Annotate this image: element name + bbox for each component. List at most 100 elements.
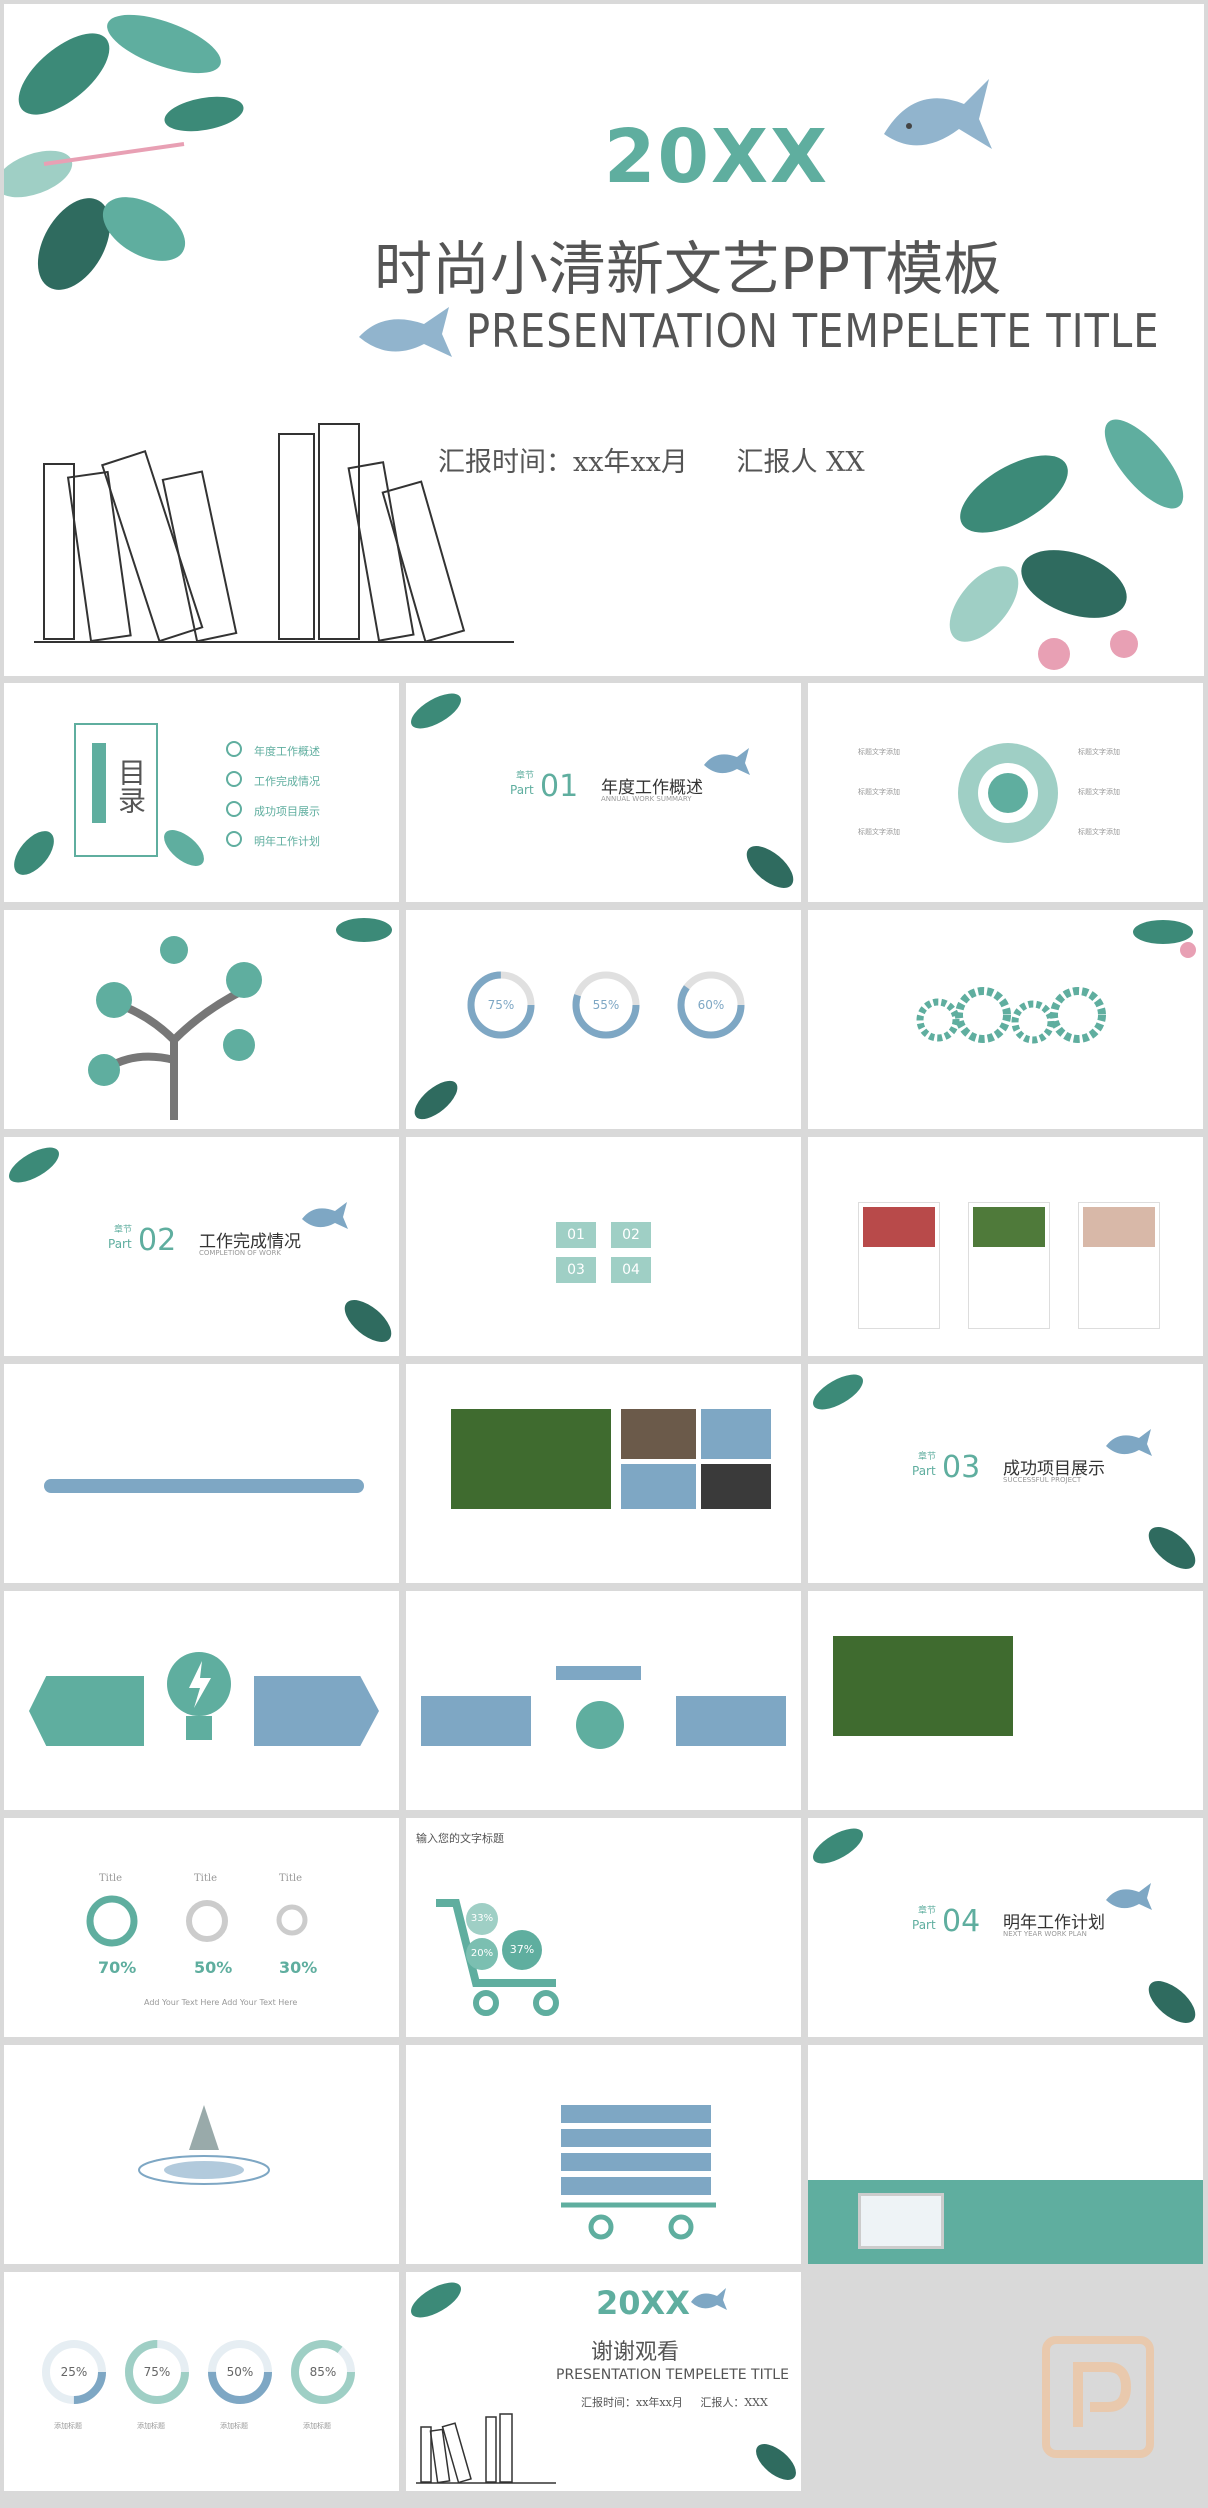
leaf-corner-icon [1148, 1981, 1196, 2023]
bulb-icon [167, 1652, 231, 1740]
arrow-block-04: 04 [611, 1257, 651, 1283]
text-block: 标题文字添加 [1078, 828, 1120, 836]
ring-3-label: 60% [697, 998, 725, 1012]
bar-3-title: Title [279, 1873, 303, 1884]
footer-ring-2 [125, 2340, 189, 2404]
add-text: Add Your Text Here Add Your Text Here [144, 1998, 298, 2007]
toc-item-2[interactable]: 工作完成情况 [254, 775, 320, 788]
slide-rings[interactable]: 75% 55% 60% [406, 910, 801, 1129]
cart-pct-3: 37% [502, 1930, 542, 1970]
thanks-time: 汇报时间：xx年xx月 [581, 2396, 683, 2409]
hero-slide[interactable]: 20XX 时尚小清新文艺PPT模板 PRESENTATION TEMPELETE… [4, 4, 1204, 676]
fish-icon [884, 79, 992, 149]
slide-tree[interactable] [4, 910, 399, 1129]
leaf-corner-icon [411, 693, 461, 729]
photo-small-1 [621, 1409, 696, 1459]
leaf-corner-icon [746, 846, 794, 888]
cart-title: 输入您的文字标题 [416, 1832, 504, 1845]
hero-subtitle: PRESENTATION TEMPELETE TITLE [466, 305, 1160, 359]
slide-cards[interactable] [808, 1137, 1203, 1356]
thanks-title: 谢谢观看 [591, 2340, 680, 2365]
report-time: 汇报时间：xx年xx月 [438, 447, 688, 478]
gears-icon [916, 987, 1106, 1044]
flow-center-circle [576, 1701, 624, 1749]
ring-2-label: 55% [592, 998, 620, 1012]
photo-small-4 [701, 1464, 771, 1509]
section-part: Part [510, 783, 534, 797]
slide-timeline[interactable] [4, 1364, 399, 1583]
slide-drop[interactable] [4, 2045, 399, 2264]
list-bar-1 [561, 2105, 711, 2123]
text-block: 标题文字添加 [858, 748, 900, 756]
bar-2-title: Title [194, 1873, 218, 1884]
section-label: 章节 [114, 1225, 133, 1235]
water-drop-icon [138, 2105, 270, 2185]
leaf-corner-icon [344, 1300, 392, 1342]
logo-area [808, 2272, 1203, 2491]
footer-ring-2-label: 75% [143, 2365, 171, 2379]
card-3 [1078, 1202, 1160, 1329]
left-arrow-box [29, 1676, 144, 1746]
slide-section-02[interactable]: 章节 Part 02 工作完成情况 COMPLETION OF WORK [4, 1137, 399, 1356]
leaf-icon [14, 831, 54, 875]
leaves-bottom-right-icon [949, 419, 1184, 670]
toc-item-4[interactable]: 明年工作计划 [254, 835, 320, 848]
toc-frame [74, 723, 158, 857]
bar-3-pct: 30% [279, 1958, 318, 1977]
ring-1-label: 75% [487, 998, 515, 1012]
toc-item-1[interactable]: 年度工作概述 [254, 745, 320, 758]
footer-ring-4 [291, 2340, 355, 2404]
arrow-block-03: 03 [556, 1257, 596, 1283]
section-num: 04 [942, 1904, 981, 1939]
reporter: 汇报人 XX [736, 447, 865, 478]
footer-ring-4-label: 85% [309, 2365, 337, 2379]
leaf-corner-icon [756, 2444, 796, 2480]
thanks-subtitle: PRESENTATION TEMPELETE TITLE [556, 2367, 789, 2383]
fish-icon [302, 1202, 348, 1229]
list-bar-3 [561, 2153, 711, 2171]
slide-flow[interactable] [406, 1591, 801, 1810]
list-bar-2 [561, 2129, 711, 2147]
photo-small-3 [621, 1464, 696, 1509]
leaf-corner-icon [813, 1374, 863, 1410]
section-part: Part [108, 1237, 132, 1251]
slide-section-04[interactable]: 章节 Part 04 明年工作计划 NEXT YEAR WORK PLAN [808, 1818, 1203, 2037]
footer-ring-3 [208, 2340, 272, 2404]
slide-photo-text[interactable] [808, 1591, 1203, 1810]
slide-laptop[interactable] [808, 2045, 1203, 2264]
section-title: 年度工作概述 [601, 778, 703, 798]
slide-toc[interactable]: 目录 年度工作概述 工作完成情况 成功项目展示 明年工作计划 [4, 683, 399, 902]
right-arrow-box [254, 1676, 379, 1746]
slide-footer-rings[interactable]: 25% 75% 50% 85% 添加标题 添加标题 添加标题 添加标题 [4, 2272, 399, 2491]
leaf-corner-icon [1133, 920, 1196, 958]
slide-thanks[interactable]: 20XX 谢谢观看 PRESENTATION TEMPELETE TITLE 汇… [406, 2272, 801, 2491]
tree-icon [88, 936, 262, 1120]
slide-circular-diagram[interactable]: 标题文字添加 标题文字添加 标题文字添加 标题文字添加 标题文字添加 标题文字添… [808, 683, 1203, 902]
ring-1 [467, 971, 535, 1039]
toc-item-3[interactable]: 成功项目展示 [254, 805, 320, 818]
cart-icon [436, 1899, 559, 2016]
slide-cart[interactable]: 输入您的文字标题 33% 20% 37% [406, 1818, 801, 2037]
slide-photos[interactable] [406, 1364, 801, 1583]
cart-pct-1: 33% [466, 1903, 498, 1935]
cart-wheels-icon [561, 2202, 716, 2240]
cart-pct-2: 20% [466, 1938, 498, 1970]
progress-ring-2 [186, 1900, 228, 1942]
slide-arrows[interactable]: 01 02 03 04 [406, 1137, 801, 1356]
leaves-top-left-icon [4, 14, 244, 290]
fish-icon [1106, 1429, 1152, 1456]
slide-progress[interactable]: Title Title Title 70% 50% 30% Add Your T… [4, 1818, 399, 2037]
slide-cart-list[interactable] [406, 2045, 801, 2264]
section-label: 章节 [516, 771, 535, 781]
slide-section-03[interactable]: 章节 Part 03 成功项目展示 SUCCESSFUL PROJECT [808, 1364, 1203, 1583]
leaf-corner-icon [411, 2282, 461, 2318]
slide-bulb[interactable] [4, 1591, 399, 1810]
small-fish-icon [359, 307, 452, 357]
slide-gears[interactable] [808, 910, 1203, 1129]
flow-top-bar [556, 1666, 641, 1680]
section-part: Part [912, 1464, 936, 1478]
section-en: COMPLETION OF WORK [199, 1249, 281, 1257]
footer-ring-3-label: 50% [226, 2365, 254, 2379]
slide-section-01[interactable]: 章节 Part 01 年度工作概述 ANNUAL WORK SUMMARY [406, 683, 801, 902]
bar-1-pct: 70% [98, 1958, 137, 1977]
